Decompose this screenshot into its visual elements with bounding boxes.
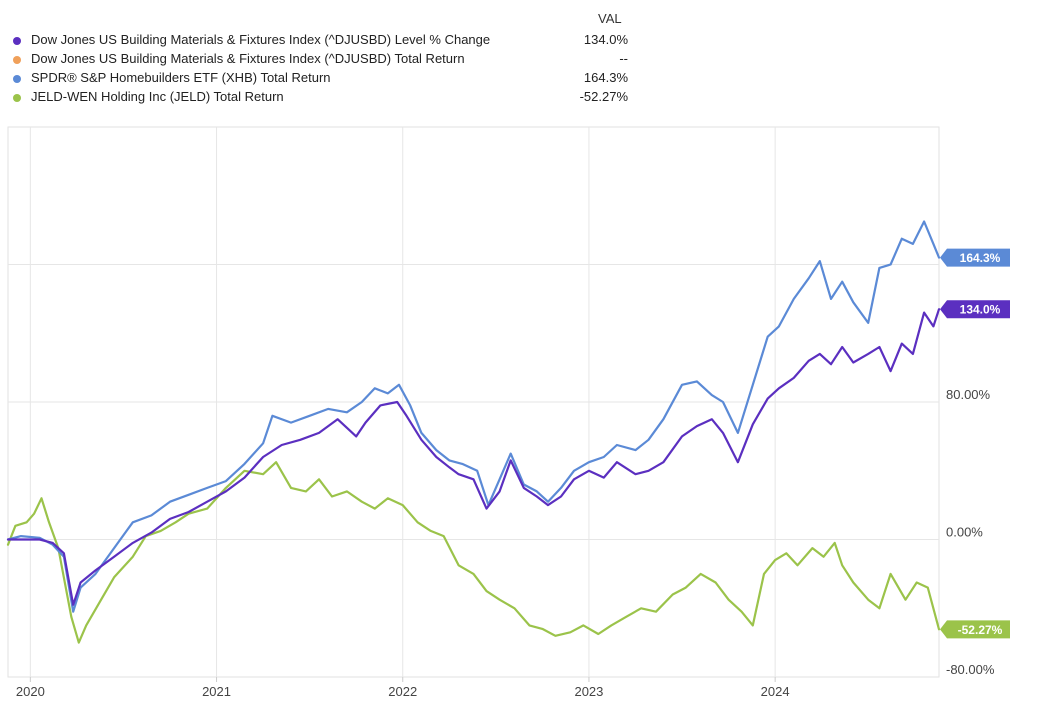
series-layer <box>6 220 941 644</box>
chart-legend: VAL Dow Jones US Building Materials & Fi… <box>0 0 640 112</box>
legend-dot <box>13 56 21 64</box>
x-tick-label: 2022 <box>388 684 417 699</box>
series-line-xhb <box>6 220 941 613</box>
end-label-tag-jeld <box>940 620 1010 639</box>
end-label-jeld: -52.27% <box>958 623 1003 637</box>
legend-item-name: Dow Jones US Building Materials & Fixtur… <box>31 32 491 47</box>
x-axis: 2020 2021 2022 2023 2024 <box>16 684 790 699</box>
end-value-labels: 134.0% 164.3% -52.27% <box>940 248 1010 639</box>
legend-item-xhb[interactable]: SPDR® S&P Homebuilders ETF (XHB) Total R… <box>0 69 628 87</box>
legend-item-name: SPDR® S&P Homebuilders ETF (XHB) Total R… <box>31 70 331 85</box>
series-line-djusbd <box>6 308 941 606</box>
legend-item-value: -52.27% <box>579 89 628 104</box>
end-label-tag-djusbd <box>940 300 1010 319</box>
legend-dot <box>13 37 21 45</box>
legend-dot <box>13 75 21 83</box>
x-tick-label: 2020 <box>16 684 45 699</box>
end-label-xhb: 164.3% <box>960 251 1001 265</box>
legend-item-value: 164.3% <box>583 70 628 85</box>
end-label-djusbd: 134.0% <box>960 303 1001 317</box>
legend-item-name: Dow Jones US Building Materials & Fixtur… <box>31 51 465 66</box>
y-tick-label: 0.00% <box>946 525 983 540</box>
y-tick-label: -80.00% <box>946 662 995 677</box>
legend-item-djusbd-total-return[interactable]: Dow Jones US Building Materials & Fixtur… <box>0 50 628 68</box>
y-tick-label: 80.00% <box>946 387 991 402</box>
series-line-jeld <box>6 461 941 644</box>
legend-item-value: 134.0% <box>583 32 628 47</box>
x-tick-label: 2021 <box>202 684 231 699</box>
legend-dot <box>13 94 21 102</box>
y-gridlines <box>8 264 939 540</box>
legend-item-name: JELD-WEN Holding Inc (JELD) Total Return <box>31 89 284 104</box>
x-tick-label: 2023 <box>574 684 603 699</box>
legend-item-djusbd-level[interactable]: Dow Jones US Building Materials & Fixtur… <box>0 31 628 49</box>
legend-item-jeld[interactable]: JELD-WEN Holding Inc (JELD) Total Return… <box>0 88 628 106</box>
x-gridlines <box>29 127 776 682</box>
legend-item-value: -- <box>619 51 628 66</box>
x-tick-label: 2024 <box>761 684 790 699</box>
end-label-tag-xhb <box>940 248 1010 267</box>
y-axis: 80.00% 0.00% -80.00% <box>946 387 995 677</box>
legend-value-header: VAL <box>598 11 622 26</box>
